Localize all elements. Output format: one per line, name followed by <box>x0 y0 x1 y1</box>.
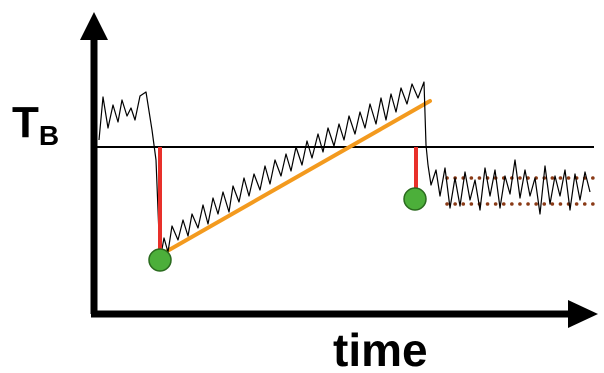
trace-stable <box>427 159 591 215</box>
minimum-circle-1 <box>148 248 172 272</box>
y-axis-arrowhead <box>80 12 108 40</box>
x-axis-arrowhead <box>568 300 598 328</box>
axes <box>80 12 598 328</box>
y-axis-label: TB <box>12 98 59 151</box>
trace-initial <box>98 91 161 261</box>
trend-line <box>160 99 432 256</box>
trace-recovery <box>159 81 429 261</box>
y-axis-label-subscript: B <box>39 120 59 151</box>
x-axis-label: time <box>333 324 428 373</box>
y-axis-label-main: T <box>12 98 39 147</box>
variability-band <box>445 176 598 206</box>
minimum-circle-2 <box>403 187 427 211</box>
